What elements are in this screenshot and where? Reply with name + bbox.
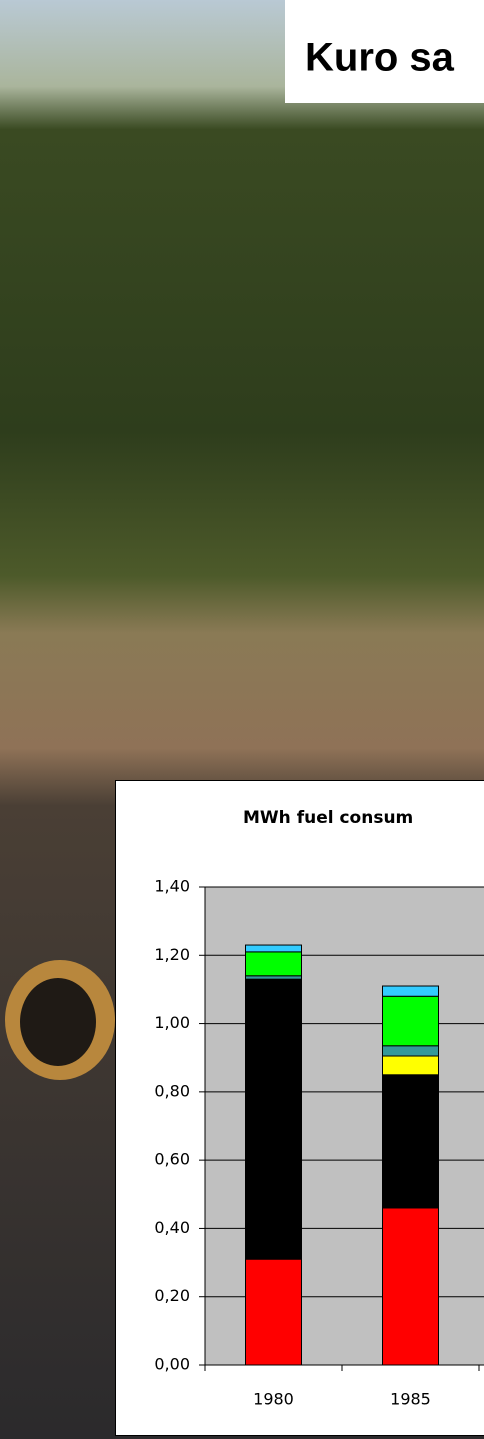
bar-segment	[383, 1056, 439, 1075]
bar-segment	[383, 1208, 439, 1365]
slide: Kuro sa MWh fuel consum 0,00 0,20 0,40 0,60…	[0, 0, 484, 1439]
slide-title: Kuro sa	[305, 36, 455, 80]
bar-segment	[383, 1046, 439, 1056]
bar-segment	[246, 979, 302, 1259]
y-tick-label: 0,40	[154, 1218, 190, 1237]
bar-segment	[383, 996, 439, 1046]
y-tick-label: 0,00	[154, 1355, 190, 1374]
bar-segment	[246, 945, 302, 952]
y-tick-label: 1,20	[154, 945, 190, 964]
y-tick-label: 1,00	[154, 1013, 190, 1032]
y-tick-label: 0,20	[154, 1286, 190, 1305]
chart-title: MWh fuel consum	[243, 808, 413, 828]
y-tick-label: 0,80	[154, 1081, 190, 1100]
y-tick-label: 1,40	[154, 877, 190, 896]
bar-segment	[383, 986, 439, 996]
x-tick-label: 1985	[390, 1390, 431, 1409]
bar-segment	[246, 1259, 302, 1365]
bar-segment	[246, 976, 302, 979]
pipe-opening	[20, 978, 96, 1066]
x-tick-label: 1980	[253, 1390, 294, 1409]
bar-segment	[246, 952, 302, 976]
y-tick-label: 0,60	[154, 1150, 190, 1169]
bar-segment	[383, 1075, 439, 1208]
